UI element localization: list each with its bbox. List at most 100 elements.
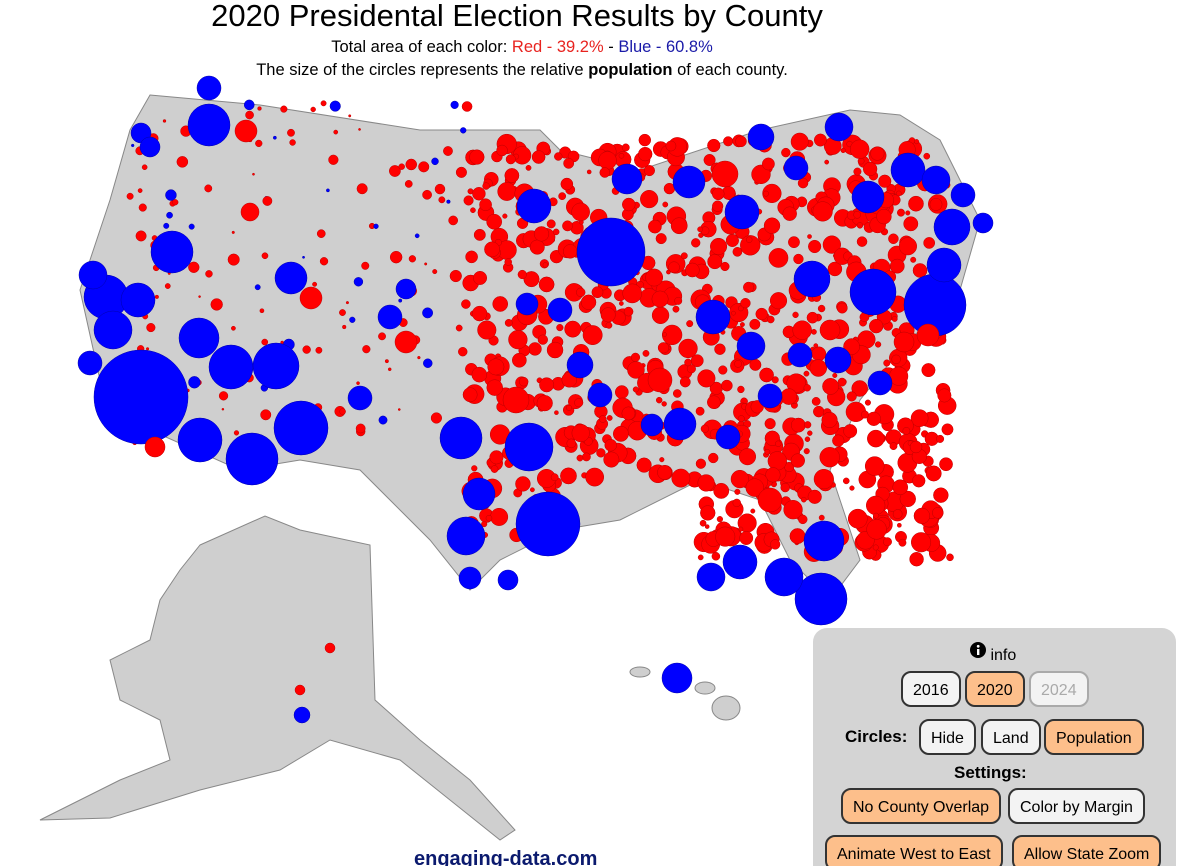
county-circle	[662, 201, 669, 208]
county-circle	[695, 299, 731, 335]
county-circle	[574, 398, 584, 408]
county-circle	[566, 351, 594, 379]
county-circle	[811, 397, 821, 406]
setting-button[interactable]: No County Overlap	[841, 788, 1002, 824]
county-circle	[469, 149, 485, 165]
county-circle	[847, 508, 868, 529]
county-circle	[794, 572, 848, 626]
county-circle	[496, 144, 508, 157]
county-circle	[632, 386, 639, 393]
county-circle	[312, 281, 318, 287]
county-circle	[384, 359, 389, 364]
county-circle	[661, 324, 683, 346]
setting-button[interactable]: Allow State Zoom	[1012, 835, 1162, 866]
county-circle	[482, 182, 490, 190]
county-circle	[878, 174, 892, 188]
county-circle	[432, 269, 438, 275]
county-circle	[712, 200, 724, 212]
county-circle	[801, 496, 807, 503]
county-circle	[471, 366, 488, 383]
county-circle	[849, 485, 855, 491]
county-circle	[262, 196, 273, 206]
county-circle	[836, 302, 848, 314]
county-circle	[883, 359, 891, 367]
county-circle	[792, 311, 799, 319]
county-circle	[422, 307, 434, 319]
county-circle	[832, 372, 838, 378]
county-circle	[890, 152, 926, 188]
county-circle	[780, 388, 798, 405]
county-circle	[863, 161, 878, 177]
county-circle	[591, 286, 604, 299]
county-circle	[533, 226, 550, 242]
county-circle	[808, 239, 822, 254]
county-circle	[490, 465, 499, 473]
county-circle	[404, 180, 413, 188]
circles-button[interactable]: Hide	[919, 719, 976, 755]
county-circle	[932, 507, 944, 519]
site-link[interactable]: engaging-data.com	[414, 848, 598, 866]
county-circle	[908, 195, 924, 212]
county-circle	[843, 338, 860, 355]
county-circle	[252, 342, 300, 390]
county-circle	[780, 482, 790, 493]
county-circle	[700, 505, 716, 521]
county-circle	[389, 165, 401, 177]
county-circle	[832, 434, 845, 447]
circles-button[interactable]: Land	[981, 719, 1041, 755]
county-circle	[697, 369, 716, 388]
year-button[interactable]: 2016	[901, 671, 961, 707]
county-circle	[750, 508, 756, 514]
county-circle	[455, 324, 463, 332]
circles-button[interactable]: Population	[1044, 719, 1144, 755]
setting-button[interactable]: Color by Margin	[1008, 788, 1145, 824]
county-circle	[861, 410, 869, 419]
county-circle	[721, 379, 733, 392]
county-circle	[165, 189, 177, 201]
county-circle	[93, 349, 189, 445]
county-circle	[803, 384, 811, 392]
year-button[interactable]: 2024	[1029, 671, 1089, 707]
county-circle	[671, 468, 691, 488]
county-circle	[361, 261, 370, 270]
county-circle	[720, 261, 730, 272]
county-circle	[349, 316, 356, 323]
county-circle	[866, 519, 887, 540]
county-circle	[261, 338, 269, 346]
county-circle	[470, 207, 476, 214]
note-text: of each county.	[677, 61, 788, 79]
county-circle	[876, 208, 892, 225]
county-circle	[150, 230, 194, 274]
county-circle	[819, 319, 841, 341]
subtitle: Total area of each color: Red - 39.2% - …	[0, 38, 1044, 57]
county-circle	[766, 315, 775, 324]
county-circle	[571, 423, 590, 443]
county-circle	[405, 158, 417, 171]
info[interactable]: info	[970, 642, 1016, 665]
county-circle	[892, 479, 909, 495]
year-button[interactable]: 2020	[965, 671, 1025, 707]
county-circle	[196, 75, 222, 101]
county-circle	[763, 217, 781, 234]
county-circle	[659, 457, 665, 463]
county-circle	[397, 408, 401, 411]
county-circle	[818, 514, 825, 521]
county-circle	[490, 507, 509, 526]
county-circle	[539, 377, 555, 393]
county-circle	[188, 223, 195, 230]
county-circle	[245, 110, 254, 120]
county-circle	[767, 451, 787, 471]
county-circle	[538, 276, 555, 293]
county-circle	[661, 401, 667, 407]
county-circle	[755, 307, 768, 321]
county-circle	[737, 415, 745, 423]
county-circle	[718, 365, 728, 375]
county-circle	[484, 241, 500, 258]
setting-button[interactable]: Animate West to East	[825, 835, 1003, 866]
county-circle	[347, 385, 373, 411]
county-circle	[757, 487, 783, 513]
county-circle	[145, 347, 150, 351]
county-circle	[655, 396, 663, 404]
county-circle	[869, 318, 884, 334]
